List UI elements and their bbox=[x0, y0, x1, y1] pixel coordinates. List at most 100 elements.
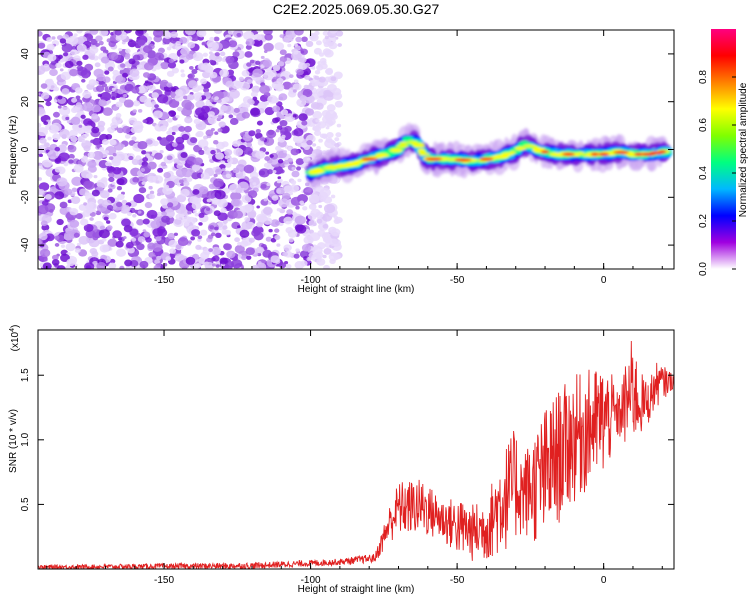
track-blob bbox=[532, 146, 542, 150]
noise-speckle bbox=[76, 242, 81, 247]
noise-speckle bbox=[83, 223, 94, 232]
noise-speckle bbox=[315, 118, 320, 123]
noise-speckle bbox=[100, 91, 112, 102]
noise-speckle bbox=[148, 251, 156, 258]
noise-speckle bbox=[263, 162, 270, 168]
noise-speckle bbox=[263, 50, 268, 54]
noise-speckle bbox=[185, 53, 194, 60]
noise-speckle bbox=[87, 151, 96, 159]
spectrogram-y-ticks: -40 -20 0 20 40 bbox=[20, 48, 674, 252]
noise-speckle bbox=[198, 149, 205, 156]
noise-speckle bbox=[214, 226, 219, 231]
noise-speckle bbox=[279, 56, 288, 63]
noise-speckle bbox=[251, 229, 260, 237]
noise-speckle bbox=[106, 204, 114, 211]
noise-speckle bbox=[181, 133, 190, 141]
noise-speckle bbox=[256, 262, 267, 269]
track-blob bbox=[402, 136, 413, 142]
noise-speckle bbox=[116, 201, 123, 208]
noise-speckle bbox=[99, 225, 105, 230]
noise-speckle bbox=[138, 85, 149, 94]
noise-speckle bbox=[234, 244, 245, 254]
track-blob bbox=[411, 142, 425, 146]
noise-speckle bbox=[220, 207, 227, 213]
noise-speckle bbox=[324, 35, 329, 40]
noise-speckle bbox=[168, 58, 174, 64]
noise-speckle bbox=[123, 236, 127, 240]
noise-speckle bbox=[304, 108, 314, 116]
noise-speckle bbox=[253, 33, 263, 42]
track-blob bbox=[417, 148, 425, 152]
noise-speckle bbox=[137, 210, 142, 214]
noise-speckle bbox=[161, 215, 170, 223]
noise-speckle bbox=[100, 46, 107, 52]
noise-speckle bbox=[274, 228, 280, 233]
noise-speckle bbox=[112, 106, 119, 111]
noise-speckle bbox=[93, 174, 98, 179]
noise-speckle bbox=[175, 89, 183, 96]
noise-speckle bbox=[306, 157, 311, 161]
noise-speckle bbox=[336, 123, 342, 128]
noise-speckle bbox=[259, 84, 271, 94]
noise-speckle bbox=[326, 104, 336, 112]
noise-speckle bbox=[263, 207, 273, 215]
noise-speckle bbox=[70, 49, 78, 56]
noise-speckle bbox=[126, 211, 132, 217]
noise-speckle bbox=[50, 122, 62, 132]
noise-speckle bbox=[252, 182, 257, 186]
noise-speckle bbox=[179, 59, 185, 64]
noise-speckle bbox=[266, 129, 277, 139]
noise-speckle bbox=[192, 52, 204, 62]
noise-speckle bbox=[148, 185, 153, 190]
noise-speckle bbox=[111, 158, 121, 167]
noise-speckle bbox=[272, 105, 281, 113]
noise-speckle bbox=[192, 189, 200, 195]
noise-speckle bbox=[112, 153, 117, 157]
noise-speckle bbox=[315, 87, 326, 96]
noise-speckle bbox=[142, 119, 148, 124]
noise-speckle bbox=[223, 105, 235, 115]
noise-speckle bbox=[135, 37, 146, 46]
noise-speckle bbox=[294, 45, 301, 51]
colorbar-tick-label: 0.4 bbox=[698, 166, 709, 180]
noise-speckle bbox=[51, 259, 60, 266]
noise-speckle bbox=[129, 228, 139, 237]
noise-speckle bbox=[279, 119, 288, 127]
noise-speckle bbox=[40, 92, 50, 100]
noise-speckle bbox=[187, 210, 192, 215]
noise-speckle bbox=[99, 244, 110, 253]
noise-speckle bbox=[93, 68, 104, 78]
noise-speckle bbox=[68, 153, 75, 160]
noise-speckle bbox=[98, 99, 107, 107]
noise-speckle bbox=[227, 30, 235, 35]
noise-speckle bbox=[213, 173, 218, 178]
noise-speckle bbox=[146, 209, 158, 219]
noise-speckle bbox=[141, 150, 147, 155]
noise-speckle bbox=[63, 162, 69, 167]
noise-speckle bbox=[95, 35, 103, 42]
noise-speckle bbox=[292, 89, 297, 93]
noise-speckle bbox=[155, 236, 162, 242]
noise-speckle bbox=[288, 238, 294, 243]
svg-text:(x104): (x104) bbox=[9, 325, 21, 352]
noise-speckle bbox=[47, 150, 59, 160]
noise-speckle bbox=[252, 68, 263, 78]
noise-speckle bbox=[249, 176, 260, 186]
noise-speckle bbox=[83, 125, 94, 134]
noise-speckle bbox=[51, 254, 59, 261]
noise-speckle bbox=[233, 107, 240, 113]
noise-speckle bbox=[117, 237, 123, 241]
noise-speckle bbox=[54, 235, 60, 240]
noise-speckle bbox=[209, 36, 215, 42]
noise-speckle bbox=[276, 101, 283, 107]
track-blob bbox=[354, 160, 361, 164]
noise-speckle bbox=[264, 33, 273, 41]
noise-speckle bbox=[255, 60, 261, 66]
noise-speckle bbox=[263, 42, 274, 52]
noise-speckle bbox=[99, 146, 105, 152]
noise-speckle bbox=[131, 136, 137, 141]
track-blob bbox=[313, 168, 324, 172]
x-tick-label: -150 bbox=[154, 275, 174, 286]
noise-speckle bbox=[279, 169, 285, 174]
noise-speckle bbox=[241, 255, 247, 261]
